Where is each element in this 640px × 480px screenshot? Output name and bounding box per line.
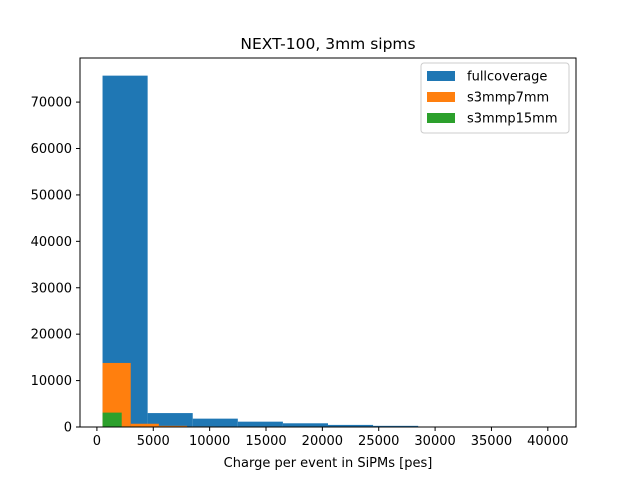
y-tick-label: 10000	[31, 374, 72, 389]
legend-box	[420, 62, 570, 134]
x-tick-label: 30000	[414, 434, 455, 449]
y-tick-label: 40000	[31, 235, 72, 250]
legend-swatch-fullcoverage	[427, 71, 455, 81]
bar-fullcoverage-2	[192, 418, 238, 427]
chart-title: NEXT-100, 3mm sipms	[240, 35, 415, 53]
y-tick-label: 0	[64, 421, 72, 436]
legend: fullcoverage s3mmp7mm s3mmp15mm	[420, 62, 570, 134]
x-axis-label: Charge per event in SiPMs [pes]	[224, 456, 433, 471]
legend-label-fullcoverage: fullcoverage	[467, 70, 547, 85]
x-axis-ticks: 0 5000 10000 15000 20000 25000 30000 35000 40000	[93, 427, 568, 449]
x-tick-label: 15000	[245, 434, 286, 449]
legend-label-s3mmp7mm: s3mmp7mm	[467, 91, 549, 106]
plot-frame	[79, 57, 577, 428]
bar-fullcoverage-6	[373, 425, 419, 427]
x-tick-label: 20000	[302, 434, 343, 449]
x-tick-label: 35000	[471, 434, 512, 449]
histogram-bars	[102, 75, 554, 428]
legend-swatch-s3mmp15mm	[427, 113, 455, 123]
y-tick-label: 50000	[31, 188, 72, 203]
x-tick-label: 5000	[137, 434, 170, 449]
x-tick-label: 25000	[358, 434, 399, 449]
legend-swatch-s3mmp7mm	[427, 92, 455, 102]
x-tick-label: 10000	[189, 434, 230, 449]
x-tick-label: 40000	[527, 434, 568, 449]
x-tick-label: 0	[93, 434, 101, 449]
legend-label-s3mmp15mm: s3mmp15mm	[467, 112, 558, 127]
y-tick-label: 60000	[31, 142, 72, 157]
y-tick-label: 30000	[31, 281, 72, 296]
y-tick-label: 20000	[31, 328, 72, 343]
bar-s3mmp15mm-0	[102, 412, 122, 427]
bar-fullcoverage-5	[328, 424, 374, 427]
bar-fullcoverage-3	[237, 421, 283, 427]
bar-s3mmp7mm-2	[158, 425, 188, 427]
y-tick-label: 70000	[31, 96, 72, 111]
y-axis-ticks: 0 10000 20000 30000 40000 50000 60000 70000	[31, 96, 80, 436]
bar-s3mmp7mm-1	[130, 423, 159, 427]
bar-fullcoverage-4	[282, 423, 328, 427]
bar-fullcoverage-1	[147, 413, 193, 427]
